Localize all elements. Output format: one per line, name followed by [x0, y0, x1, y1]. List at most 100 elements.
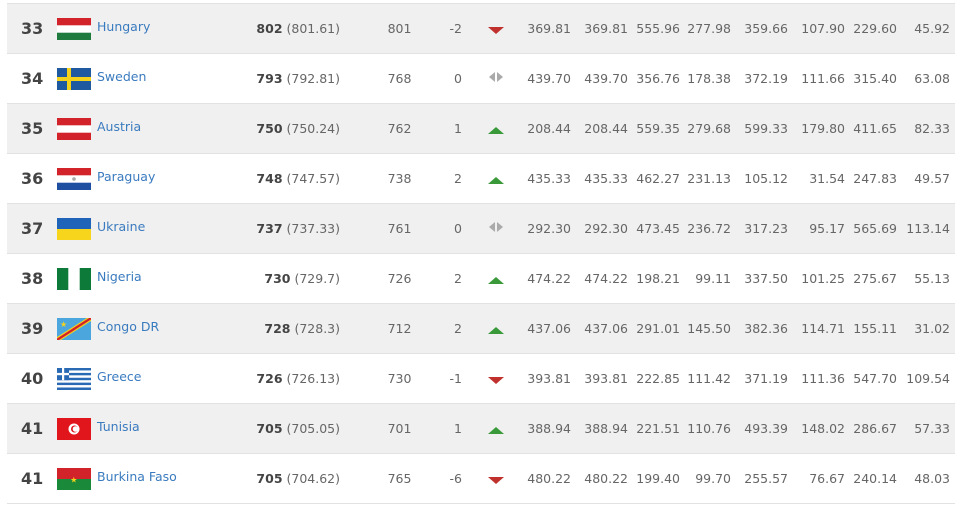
country-link[interactable]: Hungary [97, 19, 151, 34]
stat-value: 435.33 [527, 171, 571, 186]
stat-value: 155.11 [853, 321, 897, 336]
country-link[interactable]: Austria [97, 119, 142, 134]
trend-indicator [487, 104, 505, 153]
stat-value: 63.08 [914, 71, 950, 86]
arrow-down-icon [488, 377, 504, 384]
rank: 34 [21, 69, 44, 88]
table-row: 39 ★ Congo DR 728 (728.3) 712 2 437.06 437.06 29… [7, 304, 955, 354]
stat-value: 101.25 [801, 271, 845, 286]
stat-value: 255.57 [744, 471, 788, 486]
stat-value: 99.70 [695, 471, 731, 486]
country-link[interactable]: Congo DR [97, 319, 160, 334]
trend-indicator [487, 454, 505, 503]
stat-value: 369.81 [527, 21, 571, 36]
rank: 35 [21, 119, 44, 138]
country-link[interactable]: Paraguay [97, 169, 156, 184]
table-row: 36 Paraguay 748 (747.57) 738 2 435.33 435.33 46… [7, 154, 955, 204]
flag-paraguay-icon [57, 168, 91, 190]
stat-value: 109.54 [906, 371, 950, 386]
stat-value: 474.22 [584, 271, 628, 286]
rank: 41 [21, 419, 44, 438]
stat-value: 111.66 [801, 71, 845, 86]
stat-value: 107.90 [801, 21, 845, 36]
arrow-up-icon [488, 427, 504, 434]
stat-value: 199.40 [636, 471, 680, 486]
rank-change: 2 [454, 271, 462, 286]
table-row: 34 Sweden 793 (792.81) 768 0 439.70 439.70 356.… [7, 54, 955, 104]
stat-value: 76.67 [809, 471, 845, 486]
stat-value: 393.81 [584, 371, 628, 386]
trend-indicator [487, 304, 505, 353]
rank: 39 [21, 319, 44, 338]
arrow-up-icon [488, 327, 504, 334]
stat-value: 145.50 [687, 321, 731, 336]
country-link[interactable]: Ukraine [97, 219, 146, 234]
points-exact: (729.7) [294, 271, 340, 286]
rank-change: 2 [454, 321, 462, 336]
stat-value: 221.51 [636, 421, 680, 436]
svg-text:★: ★ [70, 476, 77, 485]
stat-value: 198.21 [636, 271, 680, 286]
stat-value: 49.57 [914, 171, 950, 186]
previous-points: 762 [387, 121, 412, 136]
table-row: 35 Austria 750 (750.24) 762 1 208.44 208.44 559… [7, 104, 955, 154]
stat-value: 565.69 [853, 221, 897, 236]
flag-greece-icon [57, 368, 91, 390]
country-link[interactable]: Tunisia [97, 419, 140, 434]
stat-value: 411.65 [853, 121, 897, 136]
points-exact: (726.13) [286, 371, 341, 386]
stat-value: 315.40 [853, 71, 897, 86]
stat-value: 57.33 [914, 421, 950, 436]
country-link[interactable]: Sweden [97, 69, 147, 84]
trend-indicator [487, 4, 505, 53]
flag-austria-icon [57, 118, 91, 140]
points-rounded: 748 [256, 171, 283, 186]
country-link[interactable]: Burkina Faso [97, 469, 177, 484]
flag-congo-dr-icon: ★ [57, 318, 91, 340]
rank-change: 1 [454, 421, 462, 436]
stat-value: 480.22 [584, 471, 628, 486]
total-points: 750 (750.24) [256, 104, 340, 153]
stat-value: 208.44 [584, 121, 628, 136]
stat-value: 291.01 [636, 321, 680, 336]
points-rounded: 793 [256, 71, 283, 86]
points-rounded: 705 [256, 421, 283, 436]
stat-value: 222.85 [636, 371, 680, 386]
stat-value: 337.50 [744, 271, 788, 286]
stat-value: 208.44 [527, 121, 571, 136]
stat-value: 372.19 [744, 71, 788, 86]
rank: 41 [21, 469, 44, 488]
ranking-table: 33 Hungary 802 (801.61) 801 -2 369.81 369.81 55… [7, 3, 955, 504]
stat-value: 114.71 [801, 321, 845, 336]
country-link[interactable]: Nigeria [97, 269, 142, 284]
stat-value: 82.33 [914, 121, 950, 136]
total-points: 705 (704.62) [256, 454, 340, 503]
points-exact: (792.81) [286, 71, 341, 86]
table-row: 41 ★ Burkina Faso 705 (704.62) 765 -6 480.22 48… [7, 454, 955, 504]
stat-value: 599.33 [744, 121, 788, 136]
points-rounded: 728 [264, 321, 291, 336]
total-points: 793 (792.81) [256, 54, 340, 103]
previous-points: 801 [387, 21, 412, 36]
stat-value: 48.03 [914, 471, 950, 486]
stat-value: 547.70 [853, 371, 897, 386]
flag-nigeria-icon [57, 268, 91, 290]
no-change-icon [489, 72, 503, 82]
stat-value: 229.60 [853, 21, 897, 36]
table-row: 37 Ukraine 737 (737.33) 761 0 292.30 292.30 473… [7, 204, 955, 254]
stat-value: 317.23 [744, 221, 788, 236]
rank-change: -6 [449, 471, 462, 486]
stat-value: 45.92 [914, 21, 950, 36]
points-rounded: 737 [256, 221, 283, 236]
previous-points: 712 [387, 321, 412, 336]
previous-points: 761 [387, 221, 412, 236]
points-exact: (801.61) [286, 21, 341, 36]
stat-value: 178.38 [687, 71, 731, 86]
country-link[interactable]: Greece [97, 369, 142, 384]
flag-burkina-faso-icon: ★ [57, 468, 91, 490]
trend-indicator [487, 154, 505, 203]
trend-indicator [487, 354, 505, 403]
flag-hungary-icon [57, 18, 91, 40]
stat-value: 55.13 [914, 271, 950, 286]
stat-value: 111.36 [801, 371, 845, 386]
